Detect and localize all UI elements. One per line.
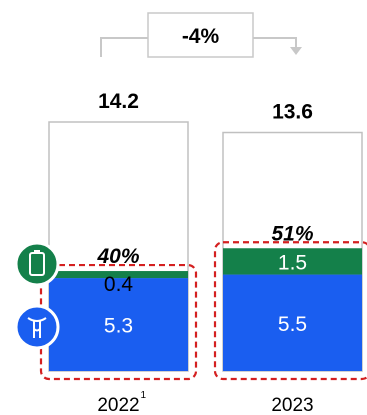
bar-segment [223, 248, 362, 275]
change-arrow-head [290, 47, 302, 55]
category-label: 2022 [97, 395, 139, 415]
share-label: 40% [96, 245, 139, 268]
category-label: 2023 [271, 395, 313, 415]
highlight-box [213, 241, 367, 381]
change-label: -4% [182, 25, 220, 48]
bar-segment [223, 274, 362, 371]
battery-icon [14, 241, 60, 287]
segment-label: 0.4 [104, 273, 134, 296]
total-label: 14.2 [98, 90, 139, 113]
change-arrow-left-line [100, 37, 148, 57]
bars: 5.3 0.4 40% 14.2 2022 1 5.5 1.5 51% 13.6 2023 [39, 90, 367, 415]
segment-label: 1.5 [278, 251, 307, 274]
change-arrow-right-line [253, 37, 297, 48]
category-footnote: 1 [141, 390, 147, 401]
bar-segment [49, 278, 188, 371]
share-label: 51% [271, 222, 313, 245]
change-indicator: -4% [100, 12, 302, 58]
fuel-pump-icon [14, 304, 60, 350]
change-box [147, 12, 254, 58]
bar-segment [49, 271, 188, 279]
segment-label: 5.5 [278, 313, 307, 336]
segment-label: 5.3 [104, 315, 133, 338]
total-label: 13.6 [272, 101, 313, 124]
